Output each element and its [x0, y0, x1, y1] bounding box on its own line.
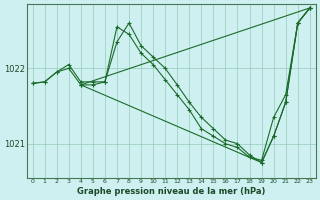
X-axis label: Graphe pression niveau de la mer (hPa): Graphe pression niveau de la mer (hPa) [77, 187, 265, 196]
